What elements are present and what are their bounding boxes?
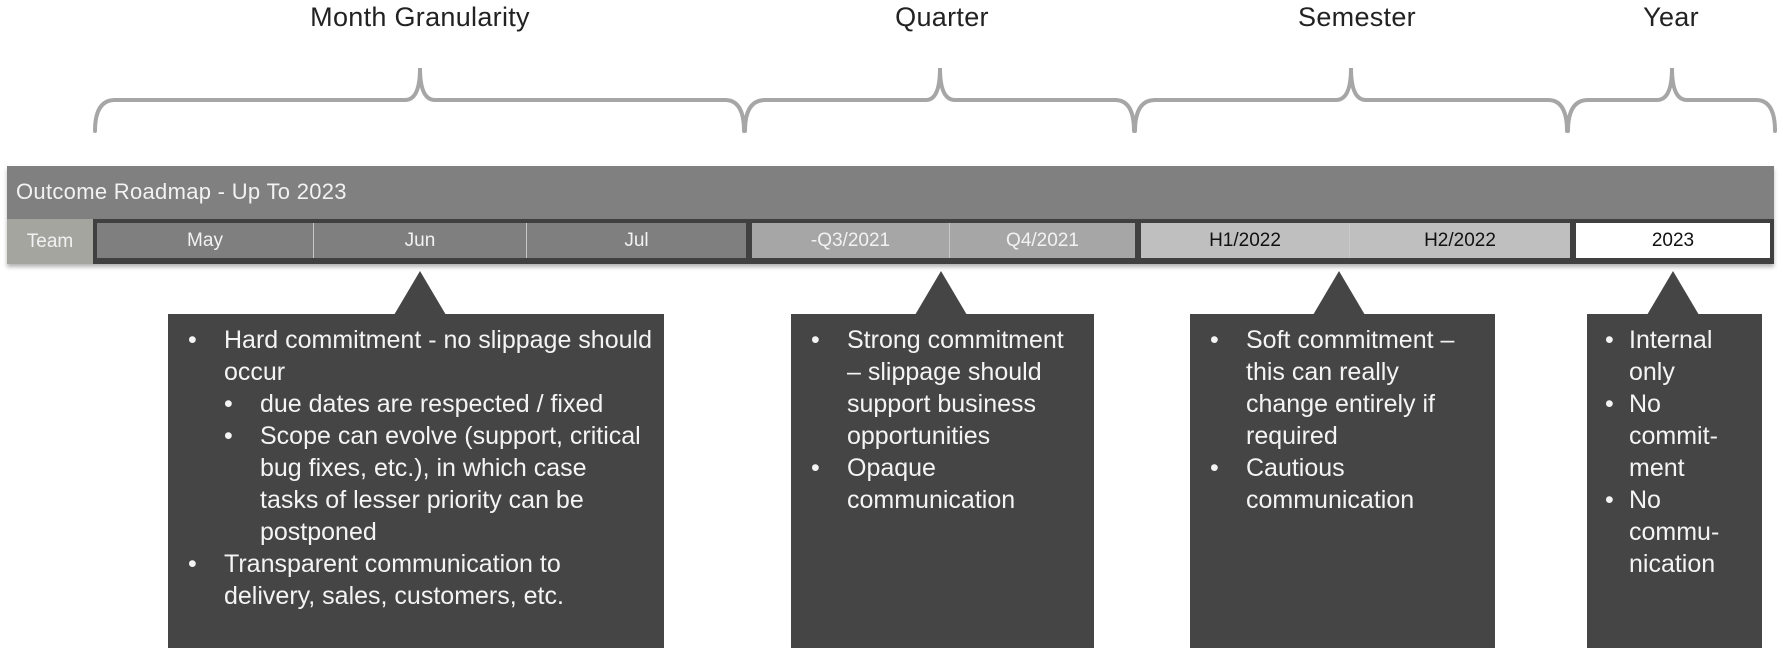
bullet: No commu­nication xyxy=(1587,484,1762,580)
callout-pointer-year xyxy=(1647,271,1699,315)
timeline-row: Team May Jun Jul -Q3/2021 Q4/2021 H1/202… xyxy=(7,219,1774,264)
brace-semester xyxy=(1133,67,1569,133)
group-title-year: Year xyxy=(1643,2,1699,32)
callout-semester: Soft commitment – this can really change… xyxy=(1190,314,1495,648)
bullet: Hard commitment - no slippage should occ… xyxy=(168,324,664,388)
bullet: No commit­ment xyxy=(1587,388,1762,484)
group-title-quarter: Quarter xyxy=(895,2,989,32)
cell-q3-2021: -Q3/2021 xyxy=(752,223,949,258)
cell-jun: Jun xyxy=(313,223,526,258)
cell-h2-2022: H2/2022 xyxy=(1349,223,1570,258)
timeline-frame: May Jun Jul -Q3/2021 Q4/2021 H1/2022 H2/… xyxy=(93,219,1774,264)
cell-h1-2022: H1/2022 xyxy=(1141,223,1349,258)
cell-q4-2021: Q4/2021 xyxy=(949,223,1135,258)
group-title-month: Month Granularity xyxy=(310,2,530,32)
cell-jul: Jul xyxy=(526,223,746,258)
brace-month xyxy=(93,67,746,133)
bullet: Strong commitment – slippage should supp… xyxy=(791,324,1094,452)
callout-pointer-semester xyxy=(1313,271,1365,315)
bullet: Transparent communication to delivery, s… xyxy=(168,548,664,612)
bullet: Opaque communication xyxy=(791,452,1094,516)
callout-quarter: Strong commitment – slippage should supp… xyxy=(791,314,1094,648)
callout-month: Hard commitment - no slippage should occ… xyxy=(168,314,664,648)
cell-may: May xyxy=(97,223,313,258)
brace-quarter xyxy=(743,67,1136,133)
sub-bullet: Scope can evolve (support, critical bug … xyxy=(168,420,664,548)
callout-year: Internal only No commit­ment No commu­ni… xyxy=(1587,314,1762,648)
sub-bullet: due dates are respected / fixed xyxy=(168,388,664,420)
bullet: Internal only xyxy=(1587,324,1762,388)
cell-2023: 2023 xyxy=(1576,223,1770,258)
roadmap-title: Outcome Roadmap - Up To 2023 xyxy=(16,179,347,204)
bullet: Soft commitment – this can really change… xyxy=(1190,324,1495,452)
team-cell: Team xyxy=(7,219,93,264)
roadmap-header: Outcome Roadmap - Up To 2023 xyxy=(7,166,1774,219)
bullet: Cautious communication xyxy=(1190,452,1495,516)
brace-year xyxy=(1566,67,1777,133)
group-braces xyxy=(93,67,1777,133)
callout-pointer-quarter xyxy=(915,271,967,315)
group-title-semester: Semester xyxy=(1298,2,1416,32)
callout-pointer-month xyxy=(394,271,446,315)
